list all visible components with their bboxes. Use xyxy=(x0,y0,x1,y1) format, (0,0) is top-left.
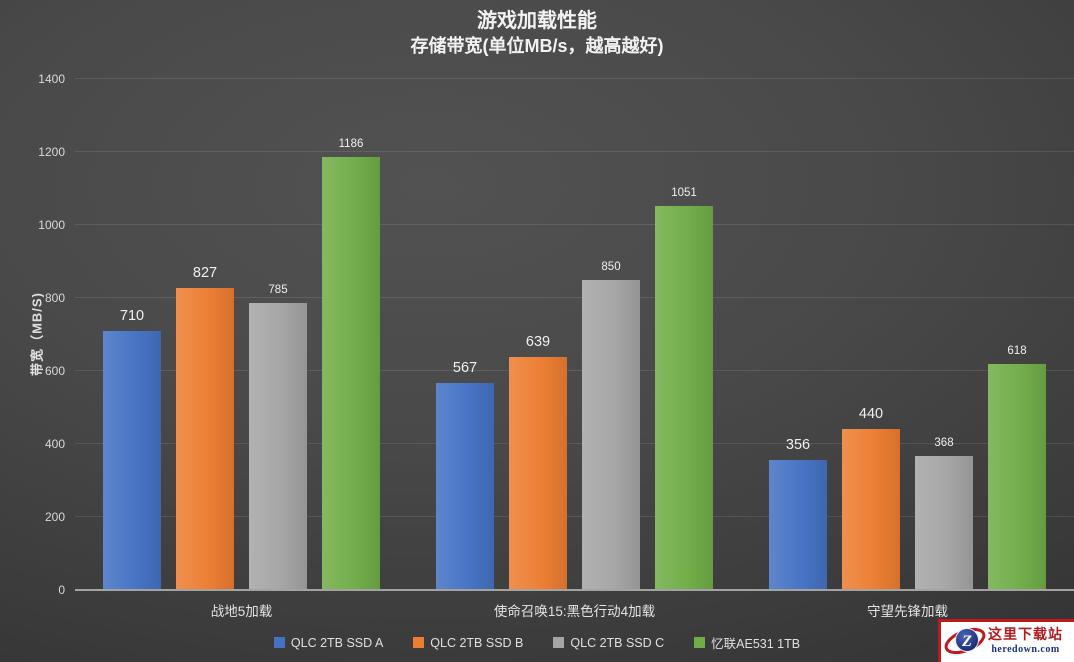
bar: 440 xyxy=(842,406,900,590)
y-tick-label: 600 xyxy=(44,364,65,378)
bar-value-label: 710 xyxy=(119,307,145,324)
legend-swatch xyxy=(553,637,565,648)
gridline xyxy=(75,224,1074,225)
bar: 1051 xyxy=(655,187,713,590)
legend-swatch xyxy=(413,637,425,648)
bar: 1186 xyxy=(322,138,380,590)
bar-value-label: 850 xyxy=(601,260,621,273)
site-logo-icon: Z xyxy=(944,627,986,655)
y-tick-label: 1400 xyxy=(38,72,65,86)
gridline xyxy=(75,370,1074,371)
y-tick-label: 1000 xyxy=(38,218,65,232)
legend-label: 忆联AE531 1TB xyxy=(711,637,801,651)
site-url: heredown.com xyxy=(991,644,1060,655)
legend-item: QLC 2TB SSD B xyxy=(413,633,523,652)
site-name: 这里下载站 xyxy=(988,628,1063,643)
legend-item: QLC 2TB SSD C xyxy=(553,633,664,652)
chart-header: 游戏加载性能 存储带宽(单位MB/s，越高越好) xyxy=(0,8,1074,58)
chart-subtitle: 存储带宽(单位MB/s，越高越好) xyxy=(410,36,664,56)
y-tick-label: 0 xyxy=(58,583,65,597)
bar-groups: 710 827 785 1186 567 639 850 1051 356 440 368 618 xyxy=(75,79,1074,591)
category-label: 守望先锋加载 xyxy=(867,604,948,619)
bar-value-label: 1186 xyxy=(338,138,364,151)
bar: 618 xyxy=(988,345,1046,590)
bar-value-label: 440 xyxy=(858,406,884,423)
bar: 850 xyxy=(582,261,640,591)
gridline xyxy=(75,297,1074,298)
legend-label: QLC 2TB SSD A xyxy=(290,635,384,650)
category-label: 战地5加载 xyxy=(210,604,273,619)
legend-swatch xyxy=(694,637,706,648)
bar-group: 567 639 850 1051 xyxy=(408,79,741,591)
bar-value-label: 827 xyxy=(192,265,218,282)
y-tick-label: 1200 xyxy=(38,145,65,159)
bar: 567 xyxy=(436,360,494,590)
legend: QLC 2TB SSD A QLC 2TB SSD B QLC 2TB SSD C 忆… xyxy=(0,633,1074,652)
gridline xyxy=(75,151,1074,152)
legend-item: 忆联AE531 1TB xyxy=(694,633,800,652)
bar-value-label: 567 xyxy=(452,360,478,377)
legend-swatch xyxy=(273,637,285,648)
y-tick-label: 400 xyxy=(44,437,65,451)
bar: 639 xyxy=(509,334,567,591)
watermark-text: 这里下载站 heredown.com xyxy=(988,629,1063,655)
bar: 827 xyxy=(176,265,234,590)
bar-group: 710 827 785 1186 xyxy=(75,79,408,591)
bar-value-label: 785 xyxy=(268,284,288,297)
bar: 368 xyxy=(915,437,973,591)
plot-area: 0 200 400 600 800 1000 1200 1400 710 827 785 1186 5… xyxy=(38,73,1074,596)
bar-value-label: 368 xyxy=(934,436,954,449)
chart-title: 游戏加载性能 xyxy=(477,10,597,32)
bar: 356 xyxy=(769,437,827,590)
y-tick-label: 800 xyxy=(44,291,65,305)
x-axis-labels: 战地5加载 使命召唤15:黑色行动4加载 守望先锋加载 xyxy=(75,592,1074,620)
bar: 710 xyxy=(103,308,161,591)
category-label: 使命召唤15:黑色行动4加载 xyxy=(493,604,656,619)
legend-label: QLC 2TB SSD C xyxy=(570,635,665,650)
bar-value-label: 639 xyxy=(525,333,551,350)
bar-value-label: 1051 xyxy=(671,187,697,200)
y-tick-label: 200 xyxy=(44,510,65,524)
gridline xyxy=(75,443,1074,444)
bar-group: 356 440 368 618 xyxy=(741,79,1074,591)
watermark-link[interactable]: Z 这里下载站 heredown.com xyxy=(938,619,1074,662)
legend-item: QLC 2TB SSD A xyxy=(273,633,384,652)
bar-value-label: 356 xyxy=(785,437,811,454)
x-axis-line xyxy=(75,589,1074,591)
gridline xyxy=(75,78,1074,79)
bar-value-label: 618 xyxy=(1007,345,1027,358)
legend-label: QLC 2TB SSD B xyxy=(430,635,524,650)
svg-text:Z: Z xyxy=(961,633,972,650)
y-axis-title: 带宽（MB/S) xyxy=(29,292,45,376)
bar: 785 xyxy=(249,284,307,590)
gridline xyxy=(75,516,1074,517)
